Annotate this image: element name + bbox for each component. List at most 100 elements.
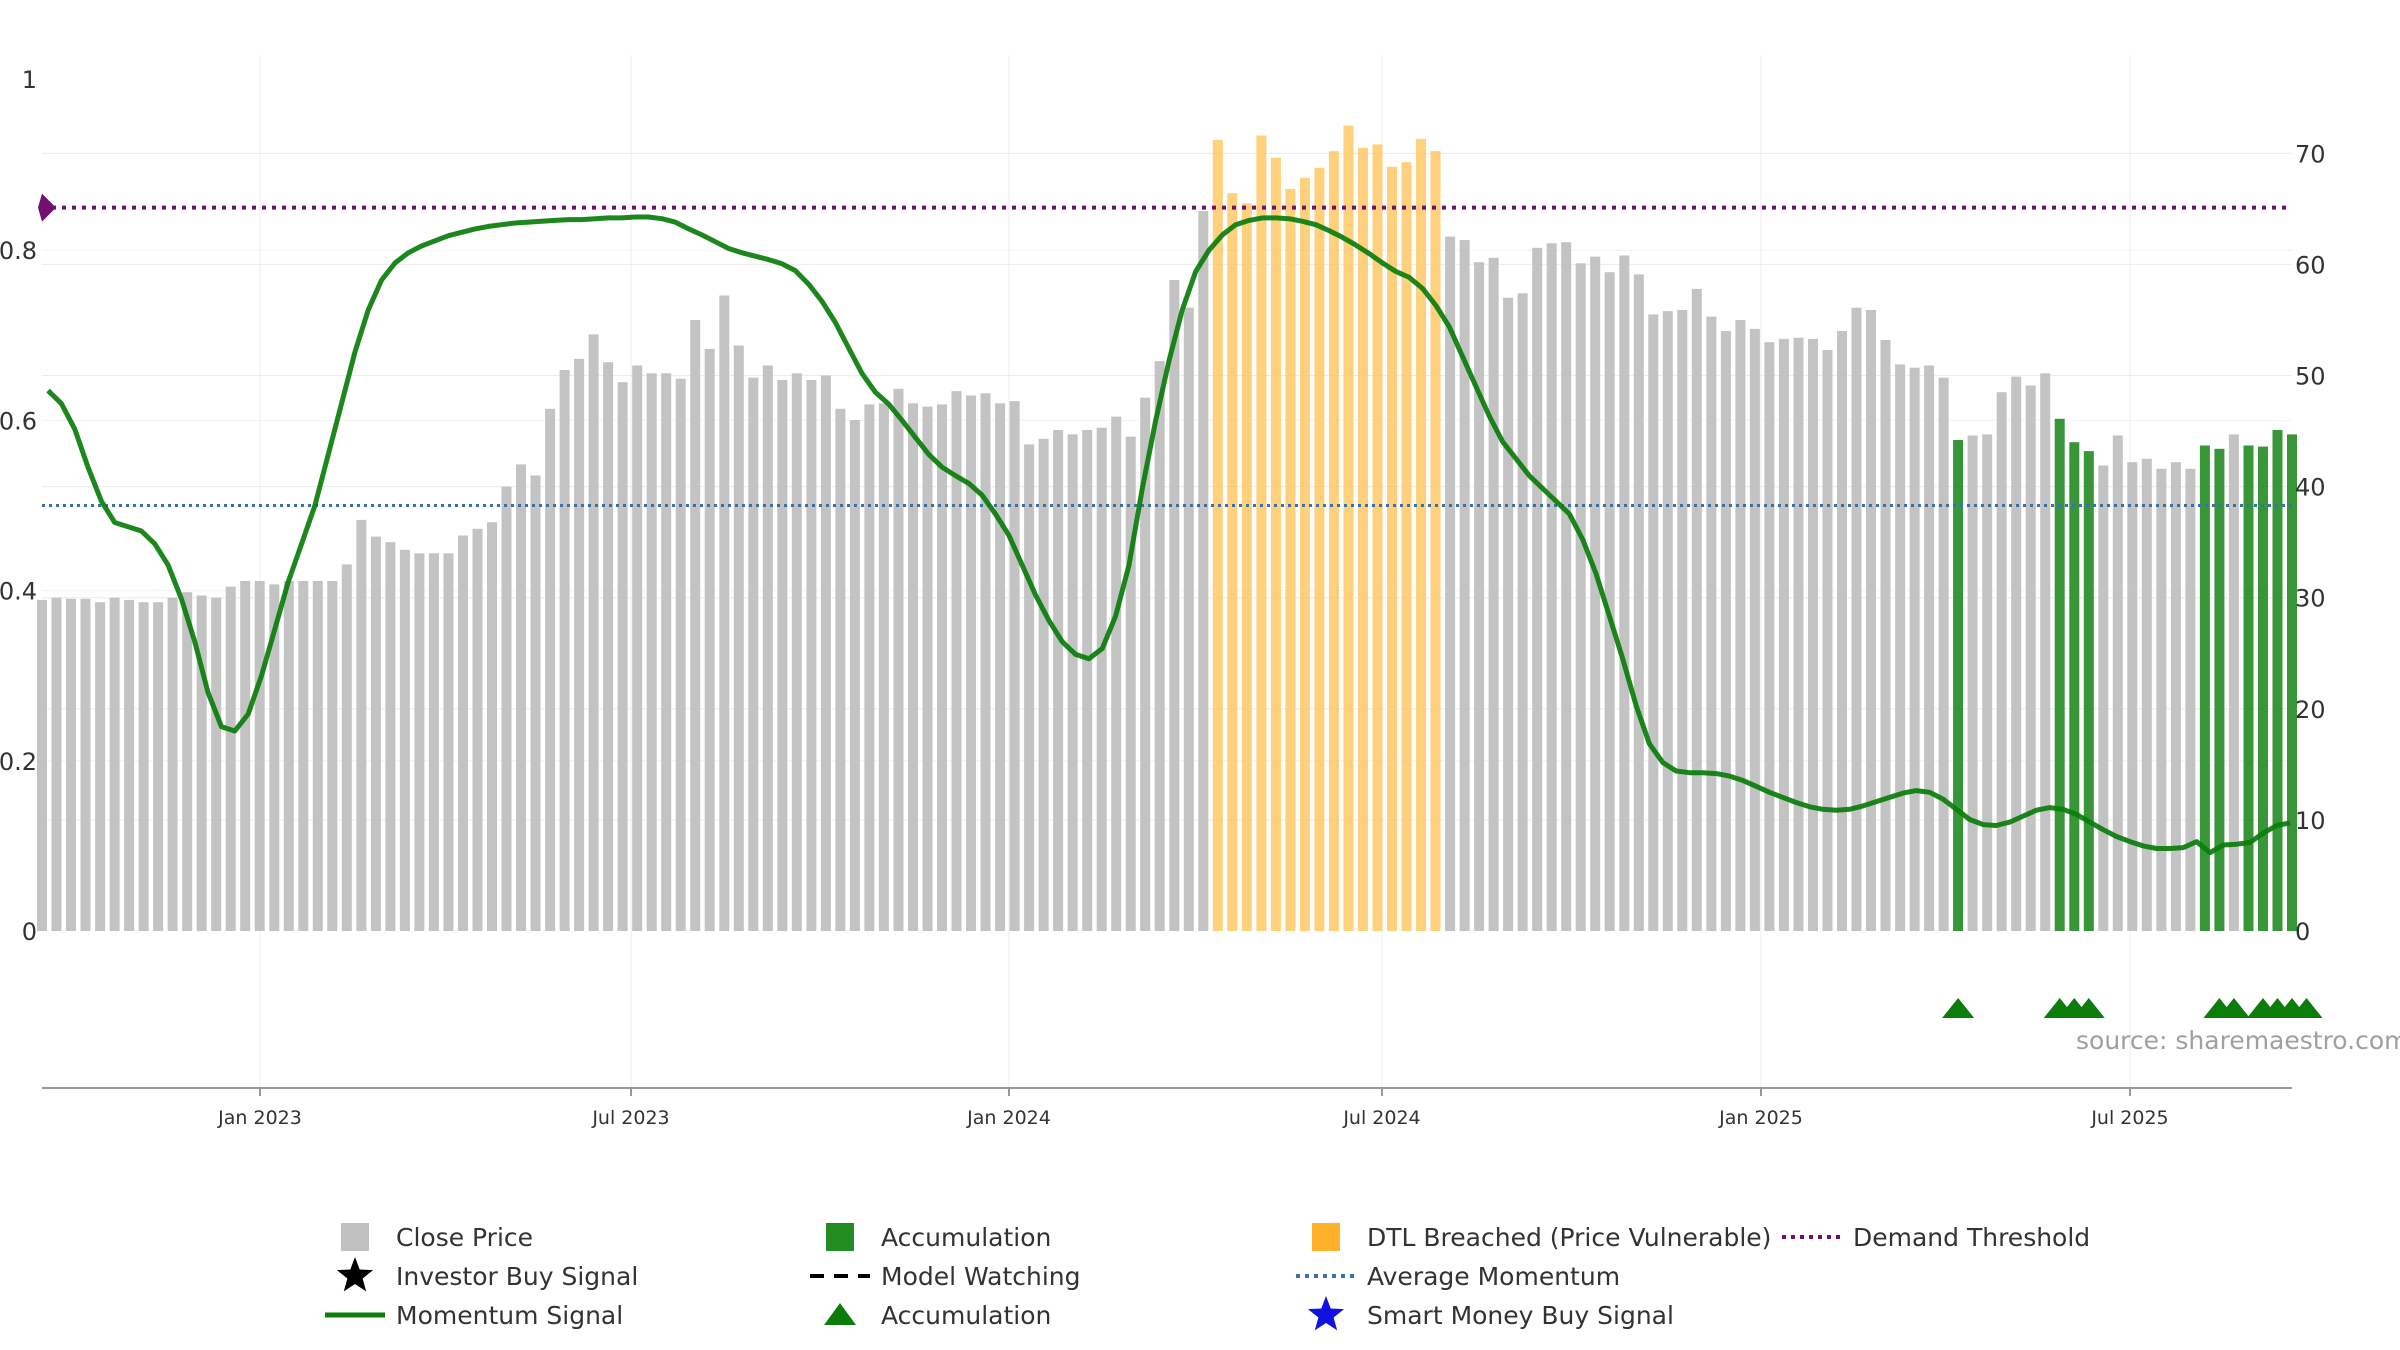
close-price-bar xyxy=(1720,331,1731,932)
close-price-bar xyxy=(1793,337,1804,931)
accumulation-bar xyxy=(2214,448,2225,931)
accumulation-marker xyxy=(2217,998,2250,1018)
close-price-bar xyxy=(2127,462,2138,931)
close-price-bar xyxy=(893,388,904,931)
accumulation-bar xyxy=(2054,418,2065,931)
accumulation-marker xyxy=(2072,998,2105,1018)
legend-label: Demand Threshold xyxy=(1853,1223,2090,1252)
right-tick-label: 70 xyxy=(2295,140,2326,168)
price-bars xyxy=(37,125,2297,932)
left-tick-label: 1 xyxy=(22,66,37,94)
close-price-bar xyxy=(254,581,265,931)
close-price-bar xyxy=(1691,288,1702,931)
legend-triangle-icon xyxy=(824,1303,856,1325)
close-price-bar xyxy=(588,334,599,931)
close-price-bar xyxy=(791,373,802,931)
source-text: source: sharemaestro.com xyxy=(2076,1026,2400,1055)
close-price-bar xyxy=(1648,314,1659,931)
close-price-bar xyxy=(51,597,62,931)
close-price-bar xyxy=(2141,458,2152,931)
close-price-bar xyxy=(2040,373,2051,931)
close-price-bar xyxy=(1604,272,1615,931)
close-price-bar xyxy=(1808,338,1818,931)
close-price-bar xyxy=(1880,340,1891,931)
close-price-bar xyxy=(2156,468,2167,931)
close-price-bar xyxy=(1125,436,1136,931)
right-tick-label: 30 xyxy=(2295,585,2326,613)
close-price-bar xyxy=(1561,242,1572,931)
close-price-bar xyxy=(806,380,817,931)
close-price-bar xyxy=(443,553,454,931)
right-tick-label: 10 xyxy=(2295,807,2326,835)
close-price-bar xyxy=(1053,430,1064,931)
close-price-bar xyxy=(2112,435,2123,931)
reference-lines xyxy=(38,193,2292,507)
accumulation-marker xyxy=(1942,998,1975,1018)
close-price-bar xyxy=(1590,256,1601,932)
close-price-bar xyxy=(1096,427,1107,931)
legend-label: Accumulation xyxy=(881,1301,1051,1330)
right-tick-label: 20 xyxy=(2295,696,2326,724)
close-price-bar xyxy=(762,365,773,931)
close-price-bar xyxy=(922,406,933,932)
x-tick-label: Jul 2023 xyxy=(591,1107,669,1129)
right-tick-label: 0 xyxy=(2295,918,2310,946)
demand-threshold-marker xyxy=(38,193,56,222)
close-price-bar xyxy=(675,378,686,931)
x-tick-label: Jan 2023 xyxy=(217,1107,302,1129)
close-price-bar xyxy=(1982,434,1993,931)
legend-label: Average Momentum xyxy=(1367,1262,1620,1291)
close-price-bar xyxy=(777,380,788,931)
close-price-bar xyxy=(341,564,352,931)
right-tick-label: 50 xyxy=(2295,363,2326,391)
close-price-bar xyxy=(1517,293,1528,931)
close-price-bar xyxy=(2011,376,2022,932)
x-tick-label: Jul 2025 xyxy=(2090,1107,2168,1129)
dtl-breached-bar xyxy=(1285,188,1296,931)
close-price-bar xyxy=(428,553,439,931)
close-price-bar xyxy=(559,370,570,931)
close-price-bar xyxy=(1778,338,1789,931)
close-price-bar xyxy=(225,586,236,931)
close-price-bar xyxy=(298,581,309,931)
accumulation-bar xyxy=(2272,430,2283,931)
close-price-bar xyxy=(603,362,614,931)
legend-square-icon xyxy=(826,1223,854,1251)
close-price-bar xyxy=(370,536,381,931)
close-price-bar xyxy=(835,408,846,931)
dtl-breached-bar xyxy=(1358,147,1368,932)
legend-label: Model Watching xyxy=(881,1262,1081,1291)
dtl-breached-bar xyxy=(1416,138,1426,931)
close-price-bar xyxy=(2228,434,2239,931)
legend-label: Accumulation xyxy=(881,1223,1051,1252)
close-price-bar xyxy=(1445,236,1456,932)
close-price-bar xyxy=(516,464,526,931)
close-price-bar xyxy=(820,375,831,931)
close-price-bar xyxy=(1619,255,1630,931)
close-price-bar xyxy=(1474,262,1485,931)
close-price-bar xyxy=(458,535,468,931)
close-price-bar xyxy=(356,519,367,931)
close-price-bar xyxy=(240,581,251,931)
close-price-bar xyxy=(1546,243,1557,932)
close-price-bar xyxy=(124,599,135,931)
close-price-bar xyxy=(980,393,991,931)
close-price-bar xyxy=(1532,247,1543,932)
legend-item: Average Momentum xyxy=(1296,1262,1620,1291)
close-price-bar xyxy=(399,549,410,931)
close-price-bar xyxy=(1459,240,1470,931)
dtl-breached-bar xyxy=(1256,135,1267,931)
legend-label: Investor Buy Signal xyxy=(396,1262,638,1291)
close-price-bar xyxy=(1038,438,1049,931)
right-tick-label: 40 xyxy=(2295,474,2326,502)
dtl-breached-bar xyxy=(1343,125,1354,931)
dtl-breached-bar xyxy=(1299,177,1310,932)
close-price-bar xyxy=(690,320,701,931)
x-tick-label: Jan 2024 xyxy=(966,1107,1051,1129)
close-price-bar xyxy=(1503,297,1514,931)
close-price-bar xyxy=(80,598,91,931)
dtl-breached-bar xyxy=(1401,162,1412,931)
legend-star-icon xyxy=(336,1257,374,1292)
close-price-bar xyxy=(1677,310,1688,931)
